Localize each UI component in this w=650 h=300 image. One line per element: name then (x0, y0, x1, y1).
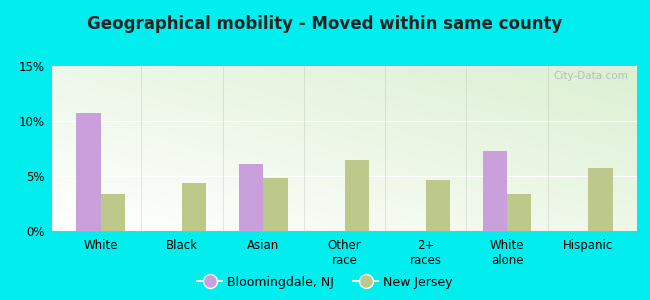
Bar (507, 194, 532, 231)
Text: Geographical mobility - Moved within same county: Geographical mobility - Moved within sam… (87, 15, 563, 33)
Text: City-Data.com: City-Data.com (554, 71, 628, 81)
Bar (588, 168, 612, 231)
Bar (344, 160, 369, 231)
Bar (239, 164, 263, 231)
Bar (182, 183, 207, 231)
Bar (77, 113, 101, 231)
Bar (426, 180, 450, 231)
Bar (482, 151, 507, 231)
Bar (263, 178, 287, 231)
Bar (101, 194, 125, 231)
Legend: Bloomingdale, NJ, New Jersey: Bloomingdale, NJ, New Jersey (192, 271, 458, 294)
